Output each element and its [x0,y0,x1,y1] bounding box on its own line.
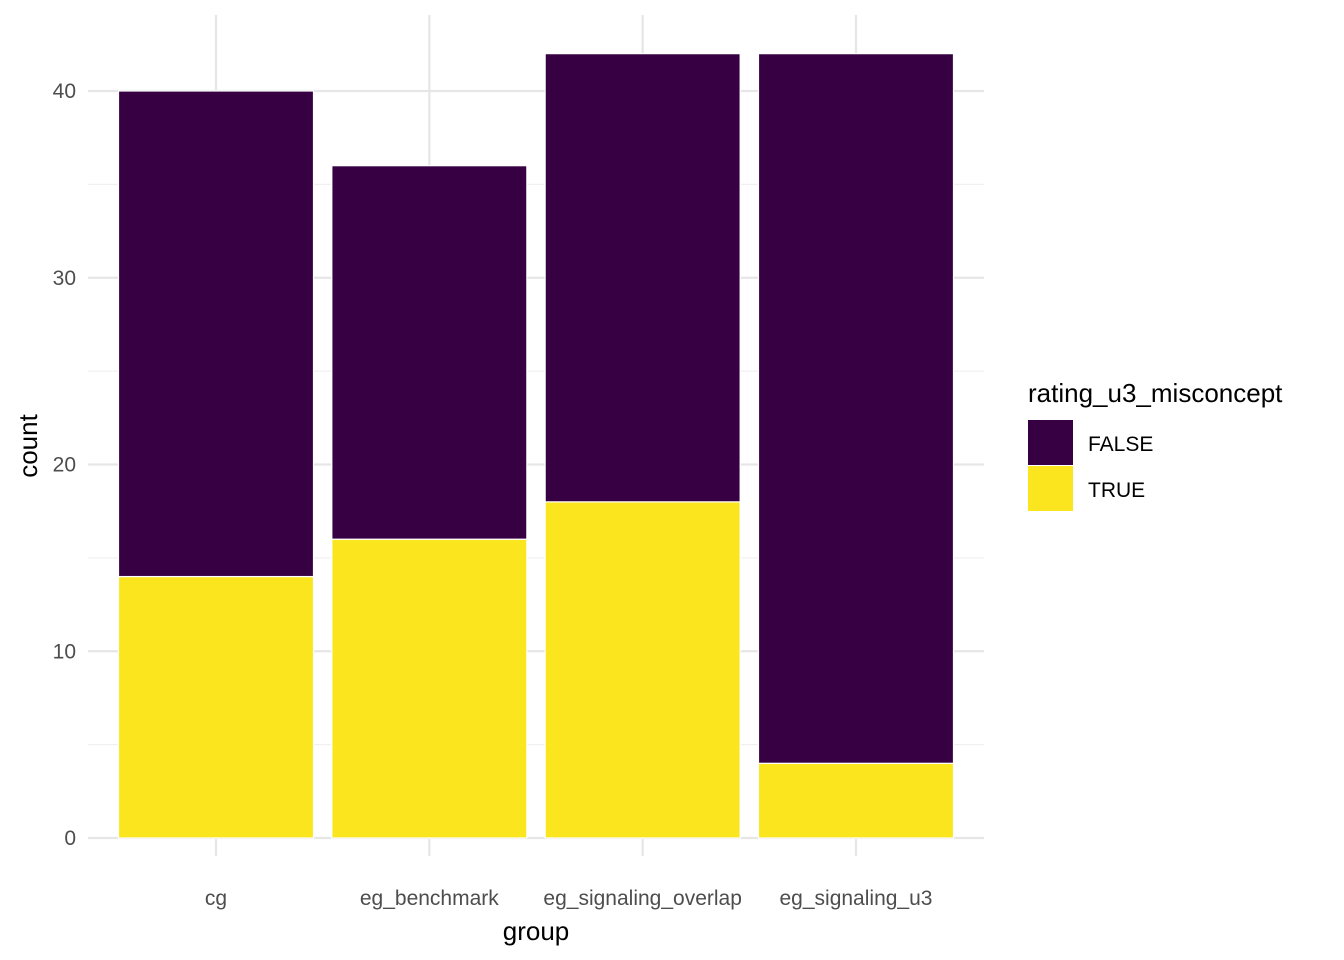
bar-cg-false [117,90,315,578]
x-tick-label: eg_benchmark [360,887,499,910]
legend-key-false [1028,420,1073,465]
y-axis-title: count [13,413,43,477]
y-tick-label: 30 [53,267,76,290]
bar-eg_signaling_u3-false [757,53,955,764]
bar-eg_signaling_overlap-false [544,53,741,503]
y-axis-ticks: 0 10 20 30 40 [53,80,76,850]
bars [117,53,955,839]
x-axis-title: group [503,916,570,946]
bar-eg_signaling_overlap-true [544,501,741,839]
legend: rating_u3_misconcept FALSE TRUE [1028,378,1283,511]
y-tick-label: 20 [53,454,76,477]
x-tick-label: eg_signaling_u3 [780,887,933,910]
legend-key-true [1028,466,1073,511]
bar-cg-true [117,575,315,839]
legend-label: TRUE [1088,479,1145,502]
y-tick-label: 10 [53,640,76,663]
y-tick-label: 40 [53,80,76,103]
x-tick-label: eg_signaling_overlap [543,887,742,910]
bar-eg_benchmark-false [331,165,528,540]
bar-eg_benchmark-true [331,538,528,839]
bar-eg_signaling_u3-true [757,762,955,839]
x-axis-ticks: cg eg_benchmark eg_signaling_overlap eg_sig… [205,887,933,910]
x-tick-label: cg [205,887,227,910]
y-tick-label: 0 [64,827,76,850]
legend-title: rating_u3_misconcept [1028,378,1283,408]
legend-label: FALSE [1088,433,1153,456]
